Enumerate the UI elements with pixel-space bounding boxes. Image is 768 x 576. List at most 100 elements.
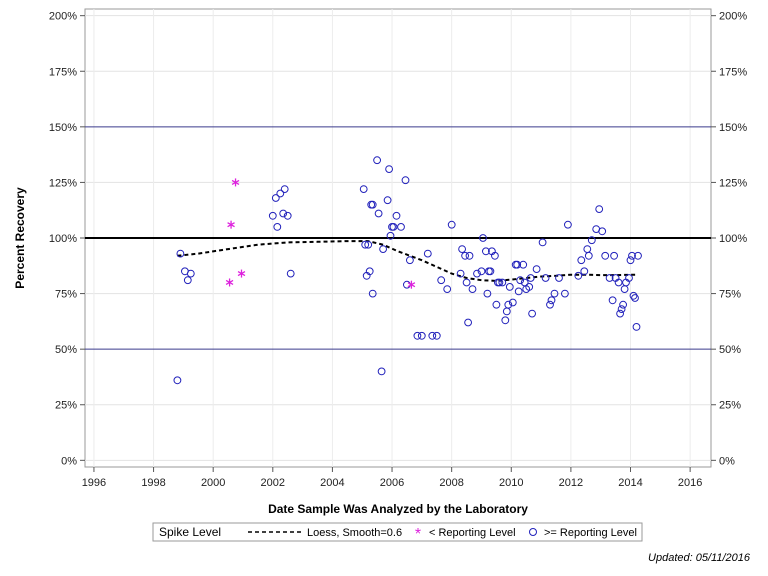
y-tick-label-left: 75% [55, 289, 77, 301]
legend-circle-label: >= Reporting Level [544, 527, 637, 539]
circle-point [437, 276, 446, 285]
circle-point [361, 240, 370, 249]
y-axis-left: 0% 25% 50% 75% 100% 125% 150% 175% 200% [49, 11, 85, 467]
circle-point [417, 331, 426, 340]
circle-point [477, 267, 486, 276]
y-tick-label-right: 50% [719, 344, 741, 356]
circle-point [516, 276, 525, 285]
circle-point [447, 220, 456, 229]
circle-point [598, 227, 607, 236]
x-tick-label: 2004 [320, 477, 344, 489]
x-axis-title: Date Sample Was Analyzed by the Laborato… [268, 502, 528, 516]
asterisk-point [237, 269, 246, 278]
circle-point [373, 156, 382, 165]
circle-point [631, 294, 639, 302]
circle-point [574, 271, 583, 280]
y-tick-label-right: 150% [719, 122, 747, 134]
asterisk-point [231, 178, 240, 187]
circle-point [514, 287, 523, 296]
circle-point [525, 283, 534, 291]
legend: Spike Level Loess, Smooth=0.6 * < Report… [152, 522, 643, 543]
circle-point [628, 251, 636, 260]
y-tick-label-right: 125% [719, 177, 747, 189]
circle-point [486, 267, 495, 276]
legend-title: Spike Level [159, 525, 221, 539]
asterisk-stroke [407, 282, 416, 288]
loess-series [177, 240, 637, 282]
circle-point [632, 323, 641, 331]
circle-point [268, 211, 277, 220]
circle-point [468, 285, 477, 294]
y-tick-label-left: 150% [49, 122, 77, 134]
circle-point [374, 209, 383, 218]
circle-point [555, 274, 563, 282]
circle-point [456, 269, 465, 278]
circle-point [483, 289, 492, 298]
circle-point [458, 245, 467, 254]
asterisk-stroke [227, 222, 235, 228]
x-tick-label: 2000 [201, 477, 225, 489]
circle-point [595, 205, 604, 214]
circle-point [286, 269, 295, 278]
y-tick-label-right: 25% [719, 400, 741, 412]
circle-point [443, 285, 452, 294]
circle-point [617, 305, 626, 314]
circle-point [462, 278, 471, 287]
circle-point [377, 367, 386, 376]
circle-point [186, 269, 195, 278]
circle-point [587, 236, 596, 245]
x-tick-label: 2008 [439, 477, 463, 489]
circle-point [273, 223, 282, 231]
circle-point [386, 231, 395, 240]
circle-point [605, 274, 614, 282]
legend-circle-symbol [529, 528, 537, 536]
circle-point [359, 185, 368, 194]
y-tick-label-left: 25% [55, 400, 77, 412]
x-tick-label: 1996 [82, 477, 106, 489]
x-tick-label: 1998 [141, 477, 165, 489]
circle-point [276, 189, 285, 198]
circle-point [505, 283, 514, 291]
circle-point [610, 251, 618, 260]
circle-point [608, 296, 617, 305]
circle-point [584, 251, 593, 260]
circle-point [482, 247, 490, 256]
asterisk-point [227, 220, 235, 229]
circle-point [634, 251, 642, 260]
circle-point [577, 256, 586, 265]
y-tick-label-left: 0% [61, 455, 77, 467]
x-tick-label: 2002 [261, 477, 285, 489]
circle-point [465, 251, 474, 260]
circle-point [495, 278, 504, 287]
circle-point [501, 316, 510, 325]
circle-point [532, 265, 541, 274]
circle-point [492, 300, 501, 309]
circle-point [406, 256, 414, 265]
circle-point [561, 289, 569, 298]
circle-point [364, 240, 373, 249]
circle-point [279, 209, 288, 218]
circle-point [546, 300, 554, 309]
circle-point [173, 376, 182, 385]
circle-point [461, 251, 470, 260]
y-tick-label-right: 175% [719, 66, 747, 78]
reference-lines [85, 126, 711, 350]
updated-footnote: Updated: 05/11/2016 [648, 552, 751, 564]
asterisk-point [407, 280, 416, 289]
y-tick-label-left: 50% [55, 344, 77, 356]
circle-point [176, 249, 185, 258]
circle-point [365, 267, 374, 276]
circle-point [392, 211, 401, 220]
circle-point [580, 267, 589, 276]
circle-point [271, 194, 280, 202]
circle-point [538, 238, 547, 247]
circle-point [385, 165, 394, 174]
x-tick-label: 2012 [559, 477, 583, 489]
y-tick-label-right: 75% [719, 289, 741, 301]
legend-asterisk-symbol: * [415, 526, 421, 543]
circle-point [283, 211, 292, 220]
circle-point [423, 249, 432, 258]
circle-point [550, 289, 559, 298]
circle-point [629, 291, 638, 300]
x-tick-label: 2014 [618, 477, 642, 489]
